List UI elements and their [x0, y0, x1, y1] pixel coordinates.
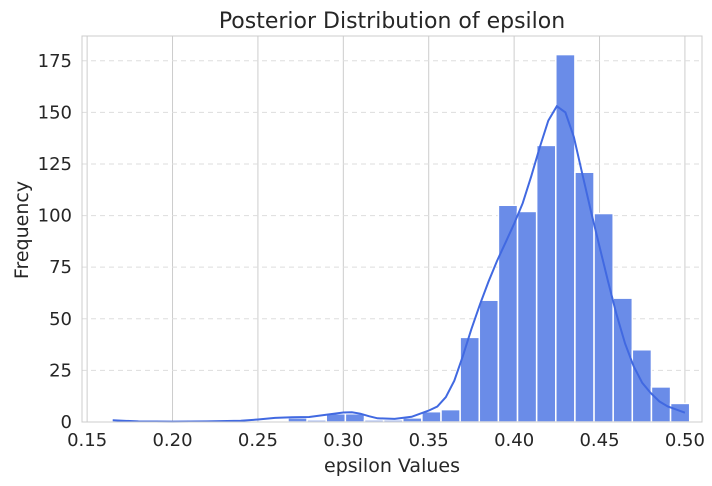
x-tick-label: 0.25	[238, 430, 278, 451]
histogram-bar	[612, 297, 634, 423]
y-tick-labels: 0 25 50 75 100 125 150 175	[38, 51, 72, 433]
y-tick-label: 125	[38, 154, 72, 175]
x-tick-label: 0.50	[665, 430, 705, 451]
y-tick-label: 100	[38, 206, 72, 227]
histogram-bar	[555, 53, 576, 423]
x-tick-label: 0.15	[67, 430, 107, 451]
y-axis-label: Frequency	[11, 181, 33, 279]
x-tick-label: 0.35	[409, 430, 449, 451]
histogram-bar	[516, 210, 538, 423]
histogram-bar	[535, 144, 557, 423]
y-tick-label: 175	[38, 51, 72, 72]
y-tick-label: 75	[49, 257, 72, 278]
y-tick-label: 150	[38, 102, 72, 123]
histogram-bar	[421, 410, 442, 423]
y-tick-label: 25	[49, 360, 72, 381]
x-tick-label: 0.20	[152, 430, 192, 451]
histogram-bar	[631, 349, 653, 423]
histogram-bar	[478, 299, 500, 423]
x-tick-labels: 0.15 0.20 0.25 0.30 0.35 0.40 0.45 0.50	[67, 430, 705, 451]
histogram-bars	[287, 53, 691, 423]
histogram-bar	[287, 417, 308, 423]
histogram-bar	[650, 386, 672, 423]
x-axis-label: epsilon Values	[324, 455, 460, 477]
y-tick-label: 0	[61, 412, 72, 433]
kde-line	[112, 104, 686, 423]
x-tick-label: 0.40	[494, 430, 534, 451]
histogram-bar	[669, 402, 691, 423]
plot-frame	[81, 35, 703, 423]
x-tick-label: 0.45	[579, 430, 619, 451]
chart-title: Posterior Distribution of epsilon	[219, 9, 565, 34]
histogram-bar	[459, 336, 481, 423]
y-tick-label: 50	[49, 309, 72, 330]
histogram-bar	[440, 408, 461, 423]
x-tick-label: 0.30	[323, 430, 363, 451]
histogram-bar	[593, 212, 614, 423]
